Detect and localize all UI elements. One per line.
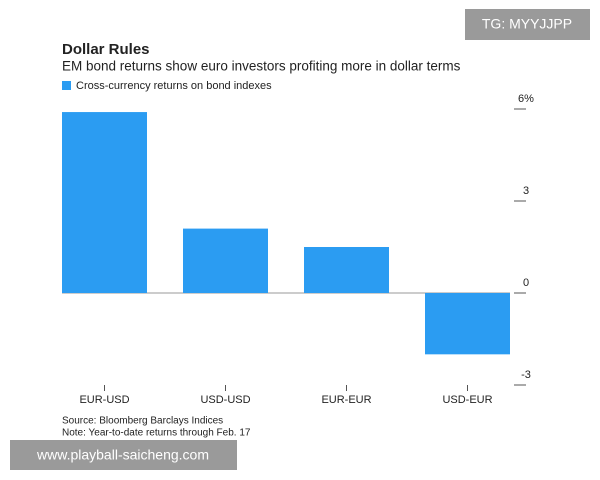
y-tick-label: 3 — [523, 185, 529, 197]
watermark-box — [465, 9, 590, 40]
bar — [425, 293, 510, 355]
legend-swatch — [62, 81, 71, 90]
x-tick-label: EUR-EUR — [321, 394, 371, 406]
source: Source: Bloomberg Barclays Indices — [62, 416, 223, 427]
bar — [304, 247, 389, 293]
y-tick-label: -3 — [521, 369, 531, 381]
watermark: TG: MYYJJPP — [482, 16, 572, 32]
y-tick-label: 0 — [523, 277, 529, 289]
legend-label: Cross-currency returns on bond indexes — [76, 80, 272, 92]
note: Note: Year-to-date returns through Feb. … — [62, 428, 251, 439]
bar — [183, 228, 268, 293]
watermark: www.playball-saicheng.com — [36, 447, 209, 463]
chart-title: Dollar Rules — [62, 41, 150, 58]
x-tick-label: EUR-USD — [79, 394, 129, 406]
bar — [62, 112, 147, 293]
chart-subtitle: EM bond returns show euro investors prof… — [62, 59, 461, 74]
watermark-box — [10, 440, 237, 470]
x-tick-label: USD-USD — [200, 394, 250, 406]
x-tick-label: USD-EUR — [442, 394, 492, 406]
y-tick-label: 6% — [518, 93, 534, 105]
